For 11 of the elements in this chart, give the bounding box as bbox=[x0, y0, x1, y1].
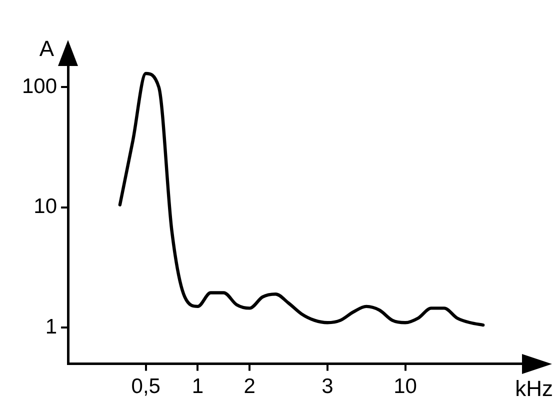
y-tick-label: 100 bbox=[22, 74, 58, 98]
x-tick-label: 10 bbox=[394, 375, 417, 398]
y-axis-title: A bbox=[39, 36, 54, 62]
x-tick-label: 0,5 bbox=[131, 375, 160, 398]
x-axis-title: kHz bbox=[515, 376, 553, 401]
y-tick-label: 1 bbox=[45, 315, 58, 338]
y-tick-label: 10 bbox=[34, 195, 58, 218]
line-series bbox=[118, 72, 485, 327]
x-tick-label: 3 bbox=[322, 375, 334, 398]
x-tick-label: 1 bbox=[192, 375, 204, 398]
x-tick-label: 2 bbox=[244, 375, 256, 398]
